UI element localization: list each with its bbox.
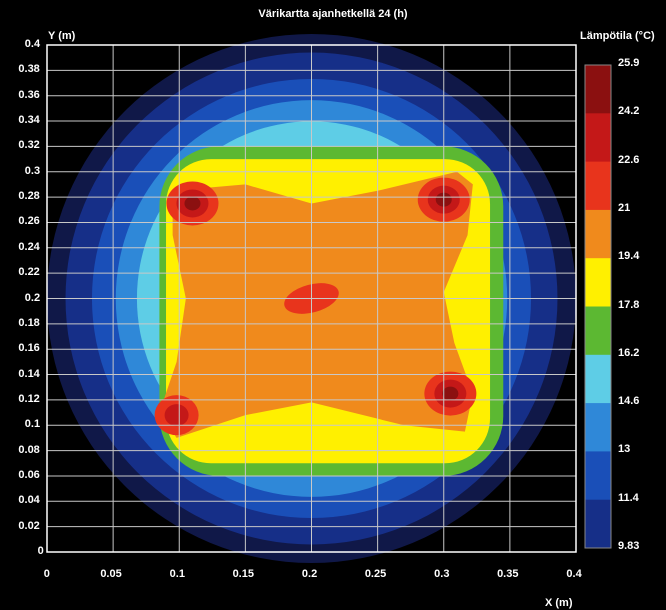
y-tick-label: 0.3 [24,164,41,177]
colorbar-label: 19.4 [618,250,640,263]
y-tick-label: 0.2 [24,291,41,304]
colorbar-segment [585,451,611,501]
x-tick-label: 0.05 [100,568,122,580]
y-tick-label: 0.32 [18,139,40,152]
colorbar-segment [585,65,611,114]
colorbar-label: 25.9 [618,57,640,69]
colorbar-label: 24.2 [618,105,640,118]
colorbar-segment [585,161,611,211]
plot-border [46,44,577,553]
x-tick-label: 0.15 [232,568,254,580]
colorbar-title: Lämpötila (°C) [580,30,655,42]
colorbar-segment [585,258,611,307]
y-tick-label: 0.38 [18,63,40,76]
y-tick-label: 0 [37,545,44,557]
x-tick-label: 0.2 [301,568,318,580]
colorbar-segment [585,403,611,452]
colorbar-label: 21 [618,201,631,214]
y-tick-label: 0.24 [18,240,40,253]
colorbar-label: 9.83 [618,540,640,552]
hot-spot [184,196,201,211]
colorbar-label: 14.6 [618,395,640,408]
chart-title: Värikartta ajanhetkellä 24 (h) [258,8,408,20]
colorbar-border [584,64,612,549]
y-axis-label: Y (m) [48,30,76,42]
y-tick-label: 0.16 [18,342,40,355]
colorbar-segment [585,113,611,163]
y-tick-label: 0.1 [24,418,41,431]
colorbar-label: 13 [618,443,631,456]
colorbar-segment [585,354,611,404]
colorbar-segment [585,209,611,259]
y-tick-label: 0.06 [18,468,40,481]
colorbar-label: 22.6 [618,153,640,166]
colorbar-segment [585,499,611,549]
y-tick-label: 0.22 [18,266,40,279]
x-tick-label: 0.4 [566,568,582,580]
y-tick-label: 0.14 [18,367,40,380]
y-tick-label: 0.02 [18,519,40,532]
y-tick-label: 0.26 [18,215,40,228]
x-tick-label: 0.3 [434,568,450,580]
y-tick-label: 0.4 [24,38,41,50]
hot-spot [164,404,189,427]
y-tick-label: 0.04 [18,494,40,507]
y-tick-label: 0.36 [18,88,40,101]
colorbar-segment [585,306,611,356]
colorbar-label: 16.2 [618,346,640,359]
x-tick-label: 0 [43,568,50,580]
colorbar-label: 17.8 [618,298,640,311]
x-tick-label: 0.35 [497,568,519,580]
y-tick-label: 0.08 [18,443,40,456]
y-tick-label: 0.12 [18,392,40,405]
hot-spot [442,386,459,401]
colorbar-label: 11.4 [618,491,639,504]
y-tick-label: 0.28 [18,190,40,203]
x-tick-label: 0.1 [169,568,185,580]
x-tick-label: 0.25 [364,568,387,580]
y-tick-label: 0.18 [18,316,40,329]
y-tick-label: 0.34 [18,114,40,127]
x-axis-label: X (m) [545,597,573,609]
